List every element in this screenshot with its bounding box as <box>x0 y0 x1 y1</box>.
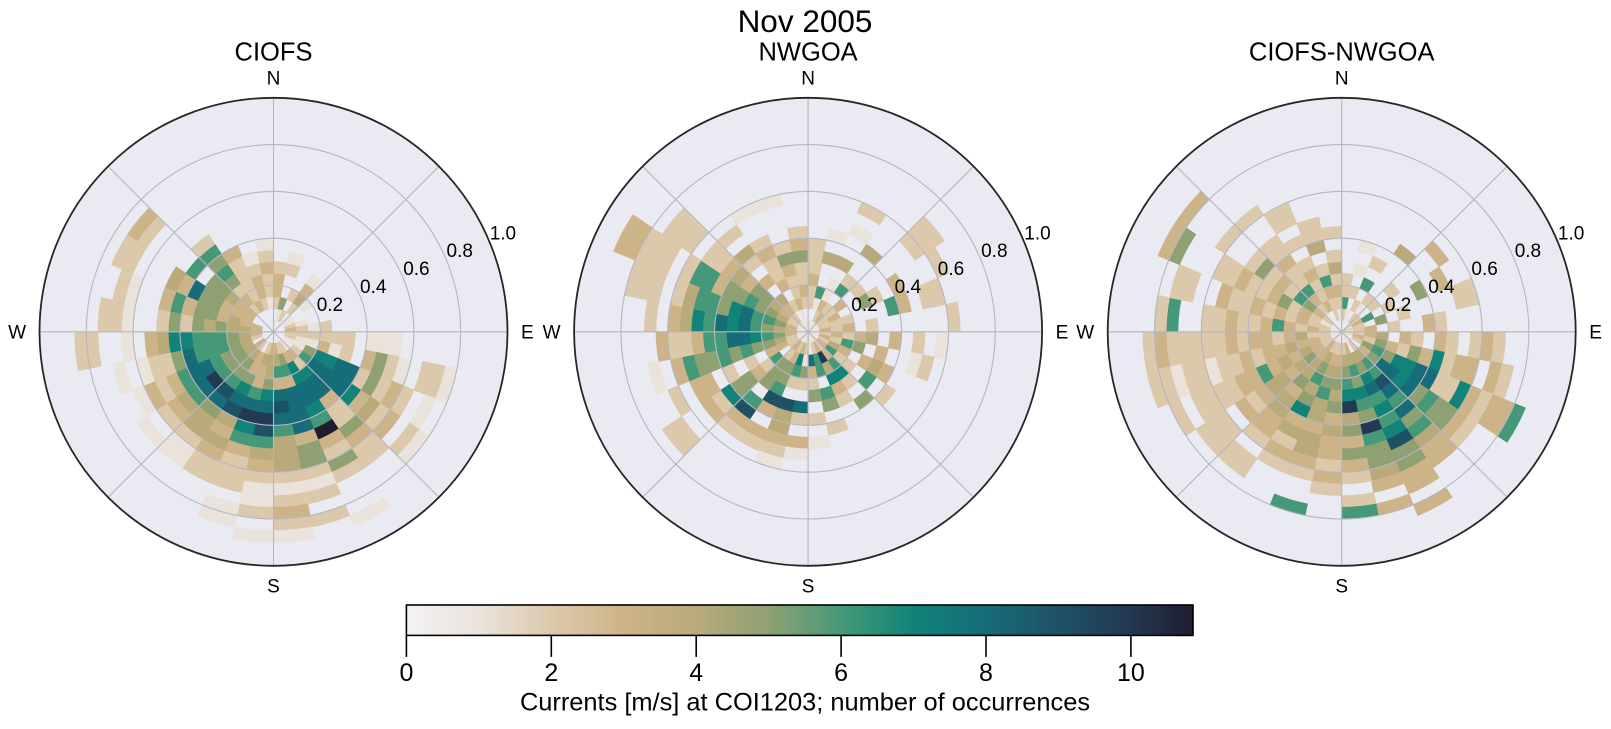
svg-text:W: W <box>8 322 26 343</box>
svg-text:2: 2 <box>544 659 558 687</box>
svg-text:CIOFS-NWGOA: CIOFS-NWGOA <box>1249 38 1435 66</box>
svg-text:0.6: 0.6 <box>403 259 429 280</box>
svg-text:W: W <box>543 322 561 343</box>
svg-text:E: E <box>1056 322 1069 343</box>
svg-text:1.0: 1.0 <box>1024 223 1050 244</box>
svg-text:10: 10 <box>1117 659 1145 687</box>
svg-text:0: 0 <box>399 659 413 687</box>
svg-text:0.4: 0.4 <box>1428 277 1455 298</box>
svg-text:0.8: 0.8 <box>1515 241 1541 262</box>
svg-text:Nov 2005: Nov 2005 <box>738 3 873 39</box>
svg-text:S: S <box>802 576 815 597</box>
svg-text:N: N <box>267 68 281 89</box>
svg-text:0.2: 0.2 <box>317 295 343 316</box>
svg-text:S: S <box>1335 576 1348 597</box>
svg-text:6: 6 <box>834 659 848 687</box>
svg-text:0.4: 0.4 <box>360 277 387 298</box>
svg-text:E: E <box>1589 322 1602 343</box>
svg-text:8: 8 <box>979 659 993 687</box>
svg-text:0.6: 0.6 <box>938 259 964 280</box>
svg-text:1.0: 1.0 <box>1558 223 1584 244</box>
svg-text:S: S <box>267 576 280 597</box>
svg-text:0.4: 0.4 <box>895 277 922 298</box>
svg-text:E: E <box>521 322 534 343</box>
svg-text:CIOFS: CIOFS <box>235 38 313 66</box>
svg-text:0.2: 0.2 <box>851 295 877 316</box>
svg-text:W: W <box>1076 322 1094 343</box>
svg-text:NWGOA: NWGOA <box>759 38 858 66</box>
svg-text:0.8: 0.8 <box>447 241 473 262</box>
svg-text:0.8: 0.8 <box>981 241 1007 262</box>
svg-text:0.6: 0.6 <box>1471 259 1497 280</box>
svg-text:1.0: 1.0 <box>490 223 516 244</box>
svg-text:0.2: 0.2 <box>1385 295 1411 316</box>
svg-text:Currents [m/s] at COI1203; num: Currents [m/s] at COI1203; number of occ… <box>520 689 1090 717</box>
svg-text:N: N <box>1335 68 1349 89</box>
svg-text:4: 4 <box>689 659 703 687</box>
svg-text:N: N <box>801 68 815 89</box>
